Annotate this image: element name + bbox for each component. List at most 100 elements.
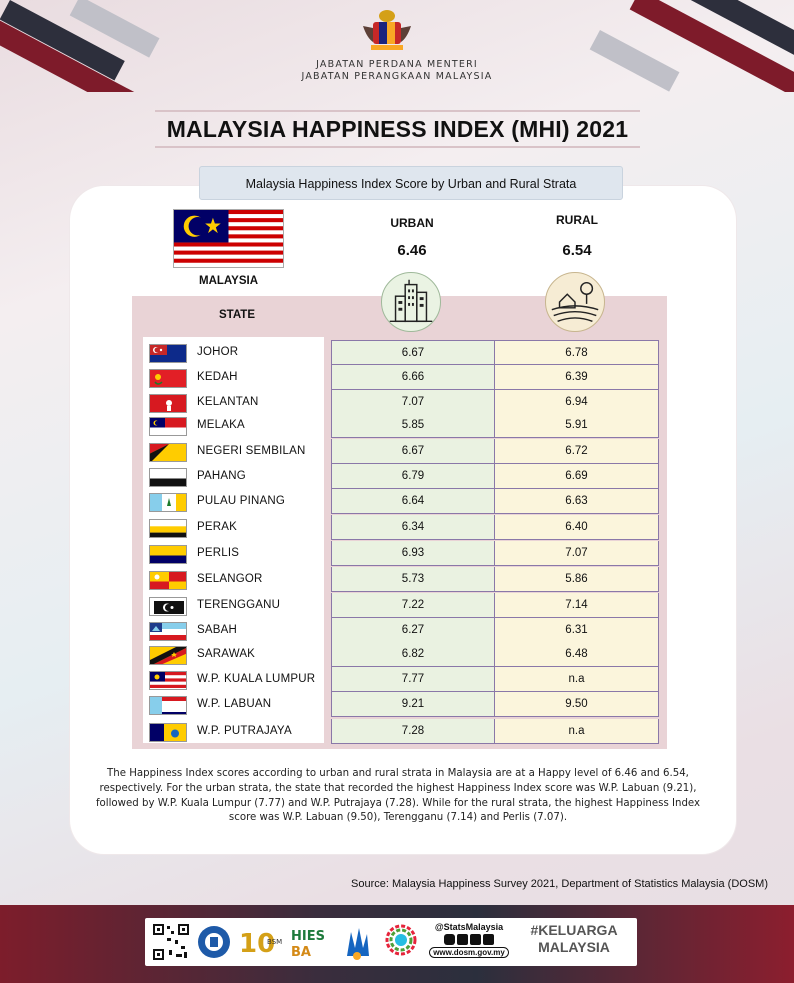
rural-score: 6.40 (495, 515, 659, 540)
city-buildings-icon (381, 272, 441, 332)
state-name: SELANGOR (197, 573, 263, 585)
negeri-sembilan-flag-icon (149, 443, 187, 462)
state-name: SARAWAK (197, 648, 256, 660)
sdg-wheel-icon (385, 924, 417, 956)
anniversary-10-logo-icon: 10 BSM (239, 929, 282, 959)
page-title-text: MALAYSIA HAPPINESS INDEX (MHI) 2021 (166, 116, 629, 142)
rural-score: n.a (495, 719, 659, 744)
hies-ba-logo-icon: HIES BA (291, 929, 325, 960)
urban-score: 5.73 (331, 567, 495, 592)
rural-score: 9.50 (495, 692, 659, 717)
melaka-flag-icon (149, 417, 187, 436)
urban-score: 6.34 (331, 515, 495, 540)
urban-score: 6.79 (331, 464, 495, 489)
campaign-hand-logo-icon (347, 928, 369, 960)
w-p-labuan-flag-icon (149, 696, 187, 715)
table-row: PERLIS 6.93 7.07 (143, 541, 659, 566)
state-name: KELANTAN (197, 396, 259, 408)
instagram-icon[interactable] (444, 934, 455, 945)
rural-score: 6.94 (495, 390, 659, 415)
twitter-icon[interactable] (483, 934, 494, 945)
table-row: PERAK 6.34 6.40 (143, 515, 659, 540)
table-row: W.P. KUALA LUMPUR 7.77 n.a (143, 667, 659, 692)
state-name: PAHANG (197, 470, 246, 482)
urban-score: 7.77 (331, 667, 495, 692)
youtube-icon[interactable] (470, 934, 481, 945)
rural-score: 7.14 (495, 593, 659, 618)
keluarga-malaysia-logo: #KELUARGA MALAYSIA (530, 922, 618, 955)
table-row: JOHOR 6.67 6.78 (143, 340, 659, 365)
state-column-header: STATE (219, 309, 255, 321)
state-name: TERENGGANU (197, 599, 281, 611)
kelantan-flag-icon (149, 394, 187, 413)
terengganu-flag-icon (149, 597, 187, 616)
table-row: W.P. LABUAN 9.21 9.50 (143, 692, 659, 717)
table-row: TERENGGANU 7.22 7.14 (143, 593, 659, 618)
rural-score: 6.69 (495, 464, 659, 489)
department-line-1: JABATAN PERDANA MENTERI (316, 59, 478, 70)
rural-score: 7.07 (495, 541, 659, 566)
page-title: MALAYSIA HAPPINESS INDEX (MHI) 2021 (155, 110, 640, 148)
state-name: W.P. KUALA LUMPUR (197, 673, 316, 685)
perak-flag-icon (149, 519, 187, 538)
pulau-pinang-flag-icon (149, 493, 187, 512)
rural-score: 6.72 (495, 439, 659, 464)
coat-of-arms-icon (363, 10, 411, 50)
svg-text:BSM: BSM (267, 938, 282, 946)
table-row: KELANTAN 7.07 6.94 (143, 390, 659, 415)
sabah-flag-icon (149, 622, 187, 641)
johor-flag-icon (149, 344, 187, 363)
rural-header: RURAL (556, 213, 598, 227)
urban-score: 6.67 (331, 439, 495, 464)
w-p-kuala-lumpur-flag-icon (149, 671, 187, 690)
description-text: The Happiness Index scores according to … (95, 768, 701, 824)
table-row: NEGERI SEMBILAN 6.67 6.72 (143, 439, 659, 464)
social-media-block: @StatsMalaysia www.dosm.gov.my (429, 922, 509, 962)
rural-score: 6.48 (495, 642, 659, 667)
malaysia-flag-icon (173, 209, 284, 268)
urban-score: 7.07 (331, 390, 495, 415)
farm-house-icon (545, 272, 605, 332)
state-name: W.P. LABUAN (197, 698, 272, 710)
table-row: PAHANG 6.79 6.69 (143, 464, 659, 489)
table-row: PULAU PINANG 6.64 6.63 (143, 489, 659, 514)
source-note: Source: Malaysia Happiness Survey 2021, … (351, 878, 768, 890)
state-name: SABAH (197, 624, 237, 636)
kedah-flag-icon (149, 369, 187, 388)
rural-score: 5.86 (495, 567, 659, 592)
table-row: KEDAH 6.66 6.39 (143, 365, 659, 390)
urban-national-value: 6.46 (397, 242, 427, 259)
urban-score: 6.67 (331, 340, 495, 365)
table-row: W.P. PUTRAJAYA 7.28 n.a (143, 719, 659, 744)
perlis-flag-icon (149, 545, 187, 564)
department-line-2: JABATAN PERANGKAAN MALAYSIA (301, 71, 493, 82)
table-row: MELAKA 5.85 5.91 (143, 413, 659, 438)
rural-national-value: 6.54 (562, 242, 592, 259)
urban-score: 7.28 (331, 719, 495, 744)
table-row: SABAH 6.27 6.31 (143, 618, 659, 643)
dosm-logo-icon (198, 926, 230, 958)
footer-logos: 10 BSM HIES BA @StatsMalaysia www.dosm.g… (145, 918, 637, 966)
selangor-flag-icon (149, 571, 187, 590)
rural-score: 6.31 (495, 618, 659, 643)
svg-text:10: 10 (239, 929, 275, 959)
website-link[interactable]: www.dosm.gov.my (429, 947, 509, 958)
hies-logo-text: HIES (291, 929, 325, 944)
state-name: PERLIS (197, 547, 240, 559)
urban-score: 6.27 (331, 618, 495, 643)
rural-score: 6.39 (495, 365, 659, 390)
rural-score: 6.63 (495, 489, 659, 514)
state-name: KEDAH (197, 371, 238, 383)
malaysia-label: MALAYSIA (199, 275, 258, 287)
qr-code-icon (151, 922, 191, 962)
w-p-putrajaya-flag-icon (149, 723, 187, 742)
state-name: MELAKA (197, 419, 245, 431)
facebook-icon[interactable] (457, 934, 468, 945)
state-name: JOHOR (197, 346, 239, 358)
sarawak-flag-icon (149, 646, 187, 665)
urban-score: 7.22 (331, 593, 495, 618)
urban-score: 6.64 (331, 489, 495, 514)
rural-score: n.a (495, 667, 659, 692)
svg-text:BA: BA (291, 945, 311, 960)
chart-subtitle: Malaysia Happiness Index Score by Urban … (199, 166, 623, 200)
